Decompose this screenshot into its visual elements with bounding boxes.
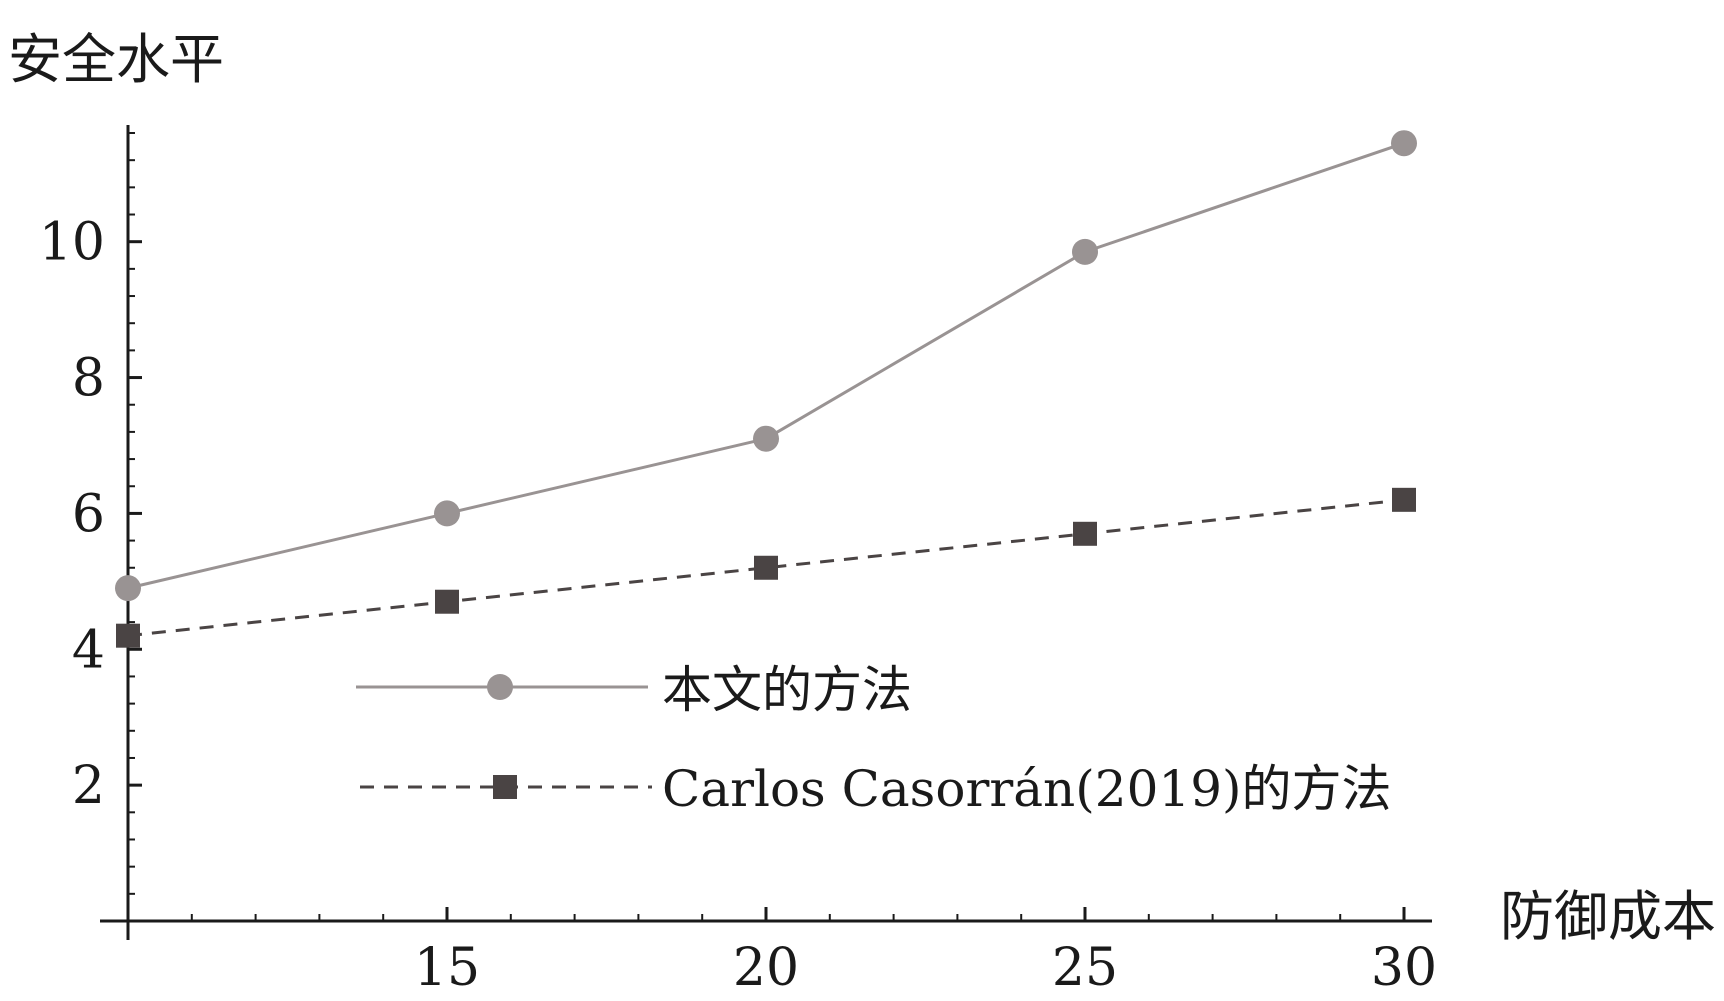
data-point-series-1	[754, 555, 778, 580]
data-point-series-1	[1073, 521, 1097, 546]
legend-label-series-1: Carlos Casorrán(2019)的方法	[662, 760, 1392, 818]
x-ticks: 15 20 25 30	[126, 907, 1437, 998]
y-tick-label: 8	[72, 349, 105, 409]
x-tick-label: 20	[733, 938, 799, 998]
data-point-series-0	[434, 500, 460, 527]
data-point-series-1	[1392, 487, 1416, 512]
y-tick-label: 6	[72, 484, 105, 544]
y-tick-label: 2	[72, 756, 105, 816]
y-tick-label: 10	[39, 213, 105, 273]
plot-area	[115, 130, 1417, 648]
legend-marker-series-1	[493, 775, 517, 799]
x-axis-title: 防御成本	[1500, 885, 1716, 948]
y-ticks: 2 4 6 8 10	[39, 132, 142, 895]
data-point-series-0	[1072, 238, 1098, 265]
x-tick-label: 30	[1371, 938, 1437, 998]
x-tick-label: 25	[1052, 938, 1118, 998]
data-point-series-1	[435, 589, 459, 614]
y-tick-label: 4	[72, 620, 105, 680]
data-point-series-0	[1391, 130, 1417, 157]
legend-marker-series-0	[487, 674, 513, 700]
data-point-series-0	[115, 575, 141, 602]
legend-label-series-0: 本文的方法	[662, 661, 912, 719]
series-line-1	[127, 498, 1405, 638]
data-point-series-0	[753, 425, 779, 452]
y-axis-title: 安全水平	[8, 28, 224, 91]
legend: 本文的方法 Carlos Casorrán(2019)的方法	[356, 661, 1392, 818]
data-point-series-1	[116, 623, 140, 648]
x-tick-label: 15	[414, 938, 480, 998]
